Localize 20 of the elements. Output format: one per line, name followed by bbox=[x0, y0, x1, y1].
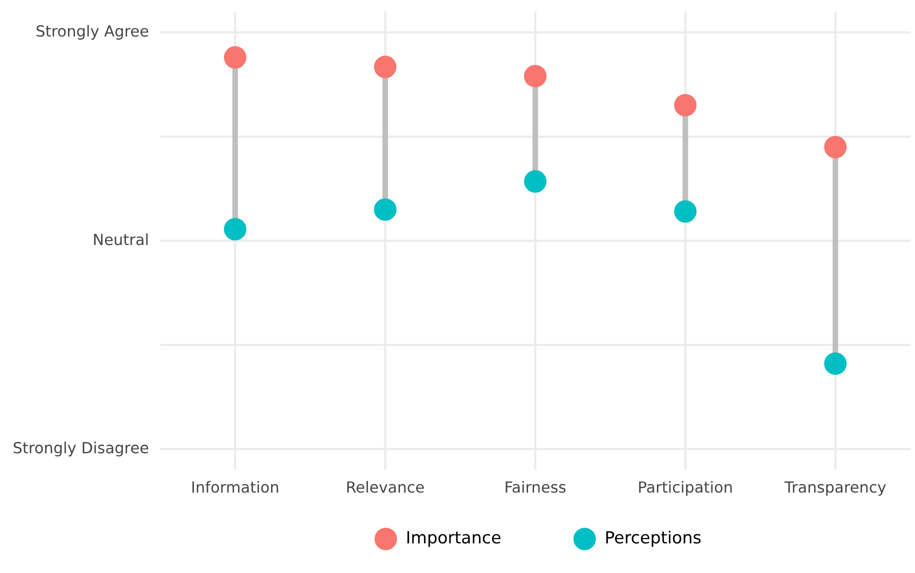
point bbox=[524, 64, 546, 88]
legend-label: Perceptions bbox=[606, 530, 701, 547]
point bbox=[674, 94, 697, 116]
point bbox=[224, 46, 246, 69]
legend-label: Importance bbox=[407, 531, 500, 547]
point bbox=[524, 170, 546, 193]
x-tick-label: Relevance bbox=[347, 480, 424, 493]
x-tick-label: Transparency bbox=[784, 481, 886, 496]
ref-line-label: Strongly Agree bbox=[36, 24, 148, 40]
point bbox=[674, 200, 697, 223]
ref-line-label: Strongly Disagree bbox=[14, 442, 148, 456]
point bbox=[224, 218, 246, 240]
ref-line-label: Neutral bbox=[94, 233, 148, 246]
x-tick-label: Information bbox=[192, 480, 278, 493]
point bbox=[824, 136, 847, 158]
point bbox=[824, 352, 847, 375]
point bbox=[374, 56, 396, 78]
point bbox=[374, 198, 396, 221]
x-tick-label: Participation bbox=[639, 480, 732, 496]
x-tick-label: Fairness bbox=[506, 480, 566, 493]
